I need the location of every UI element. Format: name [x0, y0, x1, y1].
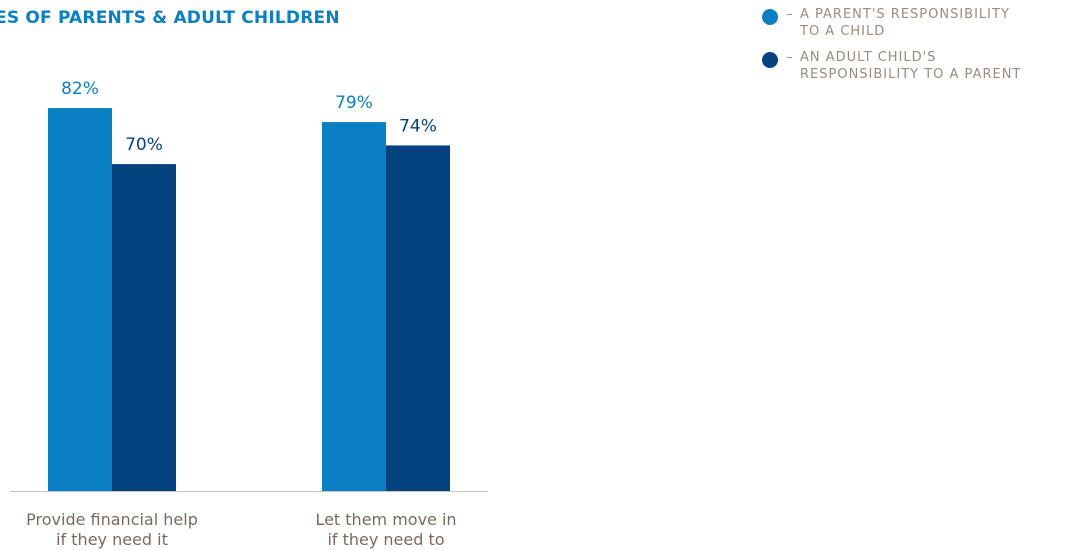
legend-swatch-parent: [762, 9, 778, 25]
data-label-parent-0: 82%: [61, 79, 99, 99]
legend-item-child: – AN ADULT CHILD'S RESPONSIBILITY TO A PA…: [762, 49, 1056, 83]
category-label-0-line-1: if they need it: [56, 530, 168, 549]
data-label-parent-1: 79%: [335, 93, 373, 113]
category-label-0-line-0: Provide financial help: [26, 510, 198, 529]
bar-child-0: [112, 164, 176, 491]
category-label-1-line-0: Let them move in: [315, 510, 456, 529]
legend-item-parent: – A PARENT'S RESPONSIBILITY TO A CHILD: [762, 6, 1056, 40]
bar-parent-0: [48, 108, 112, 491]
bar-child-1: [386, 145, 450, 492]
legend-swatch-child: [762, 52, 778, 68]
chart-title: ES OF PARENTS & ADULT CHILDREN: [0, 8, 340, 28]
legend-label-child: – AN ADULT CHILD'S RESPONSIBILITY TO A PA…: [786, 50, 1022, 82]
data-label-child-0: 70%: [125, 135, 163, 155]
legend-label-parent: – A PARENT'S RESPONSIBILITY TO A CHILD: [786, 7, 1010, 39]
bar-parent-1: [322, 122, 386, 491]
category-label-1-line-1: if they need to: [327, 530, 444, 549]
legend: – A PARENT'S RESPONSIBILITY TO A CHILD – A…: [762, 6, 1056, 92]
data-label-child-1: 74%: [399, 116, 437, 136]
